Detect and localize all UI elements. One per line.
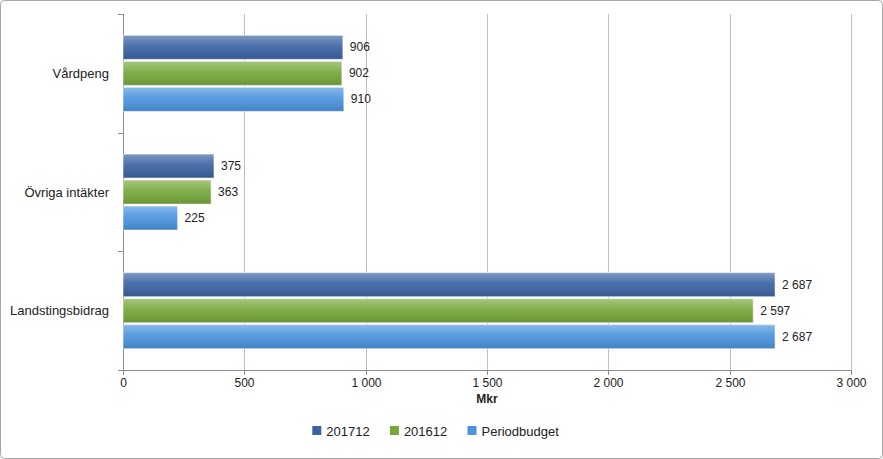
bar: [123, 61, 342, 85]
bar: [123, 206, 178, 230]
category-label: Landstingsbidrag: [10, 303, 109, 318]
bar: [123, 180, 211, 204]
data-label: 225: [185, 211, 205, 225]
legend-label: Periodbudget: [482, 424, 560, 439]
bar: [123, 35, 343, 59]
legend-swatch: [312, 426, 321, 435]
legend-label: 201612: [404, 424, 447, 439]
category-boundary-tick: [118, 251, 123, 252]
x-tick-label: 2 000: [593, 376, 623, 390]
bar-shine: [123, 273, 775, 297]
bar-shine: [123, 299, 753, 323]
x-tick: [487, 370, 488, 375]
x-tick-label: 1 000: [351, 376, 381, 390]
legend: 201712 201612 Periodbudget: [312, 424, 559, 439]
data-label: 2 687: [782, 278, 812, 292]
bar-shine: [123, 35, 343, 59]
x-tick: [608, 370, 609, 375]
data-labels: 906 375 2 687 902 363 2 597 910 225 2 687: [185, 40, 813, 343]
bar: [123, 273, 775, 297]
data-label: 910: [351, 92, 371, 106]
data-label: 375: [221, 159, 241, 173]
bar: [123, 299, 753, 323]
bar-shine: [123, 206, 178, 230]
x-tick: [123, 370, 124, 375]
x-tick-label: 2 500: [715, 376, 745, 390]
data-label: 2 597: [760, 304, 790, 318]
data-label: 902: [349, 66, 369, 80]
chart: 0 500 1 000 1 500 2 000 2 500 3 000 Mkr Vårdpeng…: [0, 0, 883, 459]
frame: [1, 1, 883, 459]
data-label: 2 687: [782, 330, 812, 344]
legend-swatch: [468, 426, 477, 435]
category-boundary-tick: [118, 133, 123, 134]
x-tick-label: 0: [120, 376, 127, 390]
x-tick: [730, 370, 731, 375]
category-boundary-tick: [118, 14, 123, 15]
legend-label: 201712: [326, 424, 369, 439]
bar: [123, 154, 214, 178]
bars: [123, 35, 775, 348]
x-tick-label: 500: [234, 376, 254, 390]
data-label: 906: [350, 40, 370, 54]
legend-swatch: [390, 426, 399, 435]
x-tick: [366, 370, 367, 375]
bar: [123, 87, 344, 111]
category-label: Vårdpeng: [53, 66, 109, 81]
bar: [123, 325, 775, 349]
bar-shine: [123, 154, 214, 178]
bar-shine: [123, 325, 775, 349]
bar-shine: [123, 87, 344, 111]
data-label: 363: [218, 185, 238, 199]
chart-root: 0 500 1 000 1 500 2 000 2 500 3 000 Mkr Vårdpeng…: [0, 0, 883, 459]
x-tick-label: 3 000: [836, 376, 866, 390]
bar-shine: [123, 61, 342, 85]
x-axis-title: Mkr: [476, 392, 498, 406]
grid-line: [851, 14, 852, 370]
x-tick: [851, 370, 852, 375]
bar-shine: [123, 180, 211, 204]
category-label: Övriga intäkter: [24, 185, 109, 200]
category-boundary-tick: [118, 370, 123, 371]
x-tick-label: 1 500: [472, 376, 502, 390]
x-tick: [244, 370, 245, 375]
